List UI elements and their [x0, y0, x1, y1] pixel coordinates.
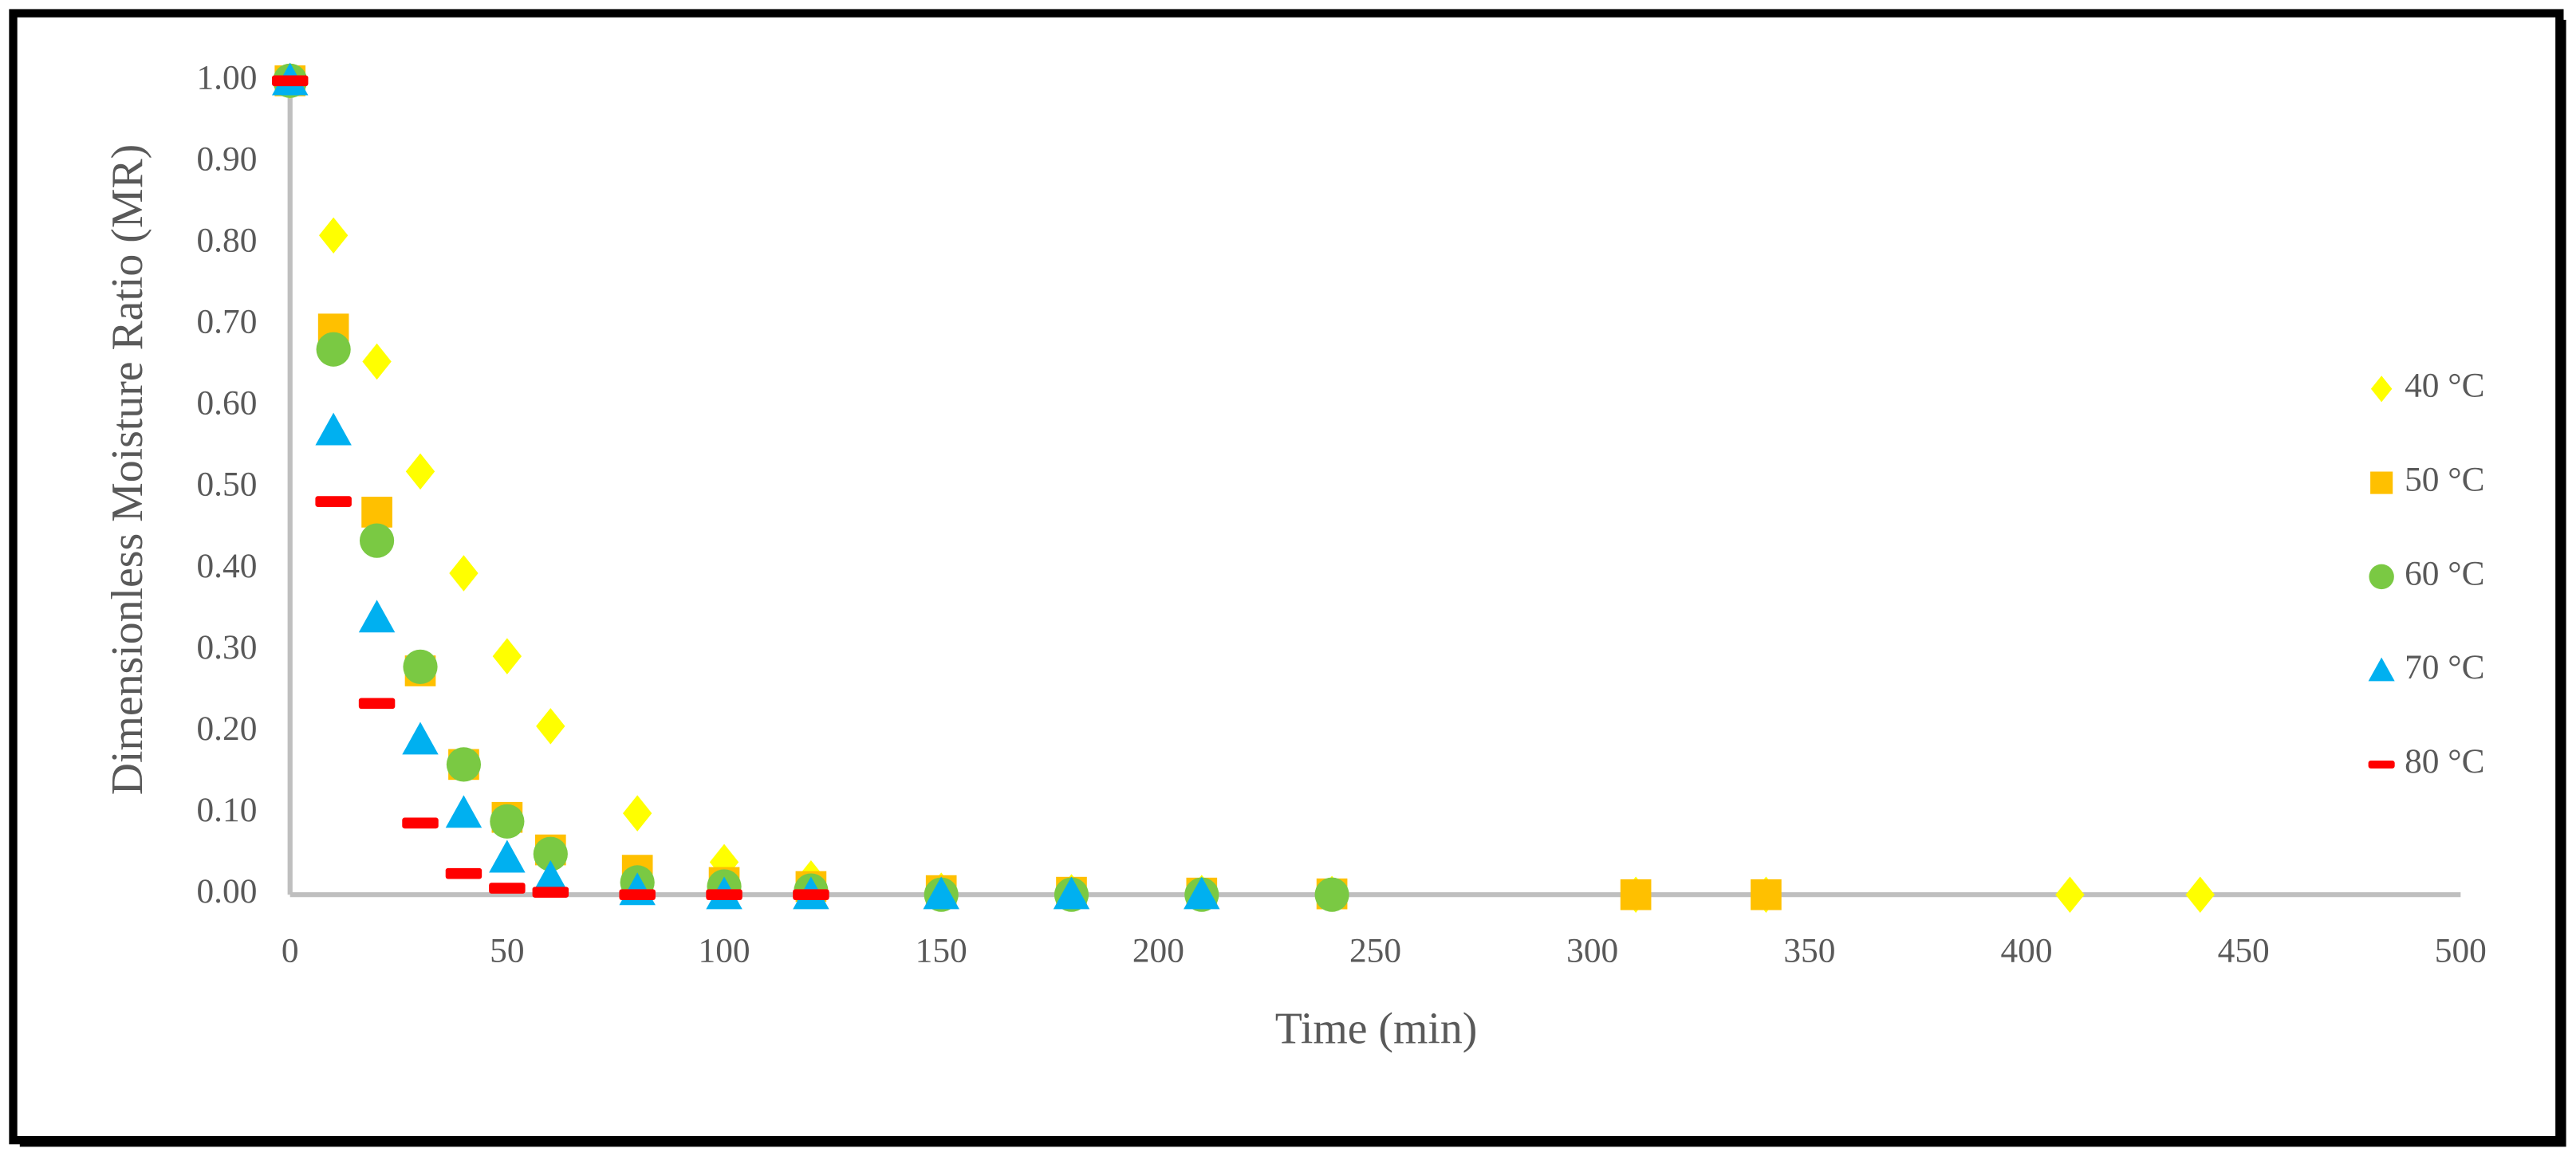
- point: [1314, 877, 1349, 912]
- legend-marker: [2370, 471, 2393, 494]
- y-tick-label: 0.10: [196, 791, 257, 829]
- point: [445, 795, 483, 828]
- point: [402, 722, 439, 755]
- y-tick-label: 0.60: [196, 384, 257, 423]
- legend-label: 50 °C: [2405, 461, 2485, 499]
- point: [490, 804, 525, 839]
- point: [492, 638, 522, 674]
- point: [1053, 876, 1090, 910]
- point: [2055, 876, 2085, 913]
- x-tick-label: 200: [1132, 932, 1184, 970]
- point: [489, 883, 526, 894]
- point: [361, 497, 392, 528]
- point: [1620, 879, 1652, 910]
- point: [315, 496, 352, 507]
- y-axis-label: Dimensionless Moisture Ratio (MR): [103, 144, 152, 796]
- point: [533, 836, 568, 871]
- point: [271, 75, 309, 87]
- point: [318, 217, 349, 254]
- point: [536, 708, 565, 745]
- x-tick-label: 300: [1566, 932, 1618, 970]
- point: [403, 649, 438, 684]
- point: [489, 840, 526, 873]
- legend-label: 40 °C: [2405, 367, 2485, 405]
- point: [1184, 876, 1220, 910]
- x-tick-label: 500: [2435, 932, 2487, 970]
- point: [706, 889, 742, 901]
- x-tick-label: 50: [490, 932, 524, 970]
- x-axis-label: Time (min): [1275, 1005, 1478, 1054]
- frame: [9, 9, 2564, 1145]
- point: [359, 523, 395, 558]
- point: [619, 889, 656, 901]
- y-tick-label: 0.80: [196, 221, 257, 259]
- point: [358, 600, 396, 633]
- x-tick-label: 150: [916, 932, 967, 970]
- y-tick-label: 0.20: [196, 710, 257, 748]
- x-tick-label: 0: [282, 932, 299, 970]
- point: [2185, 876, 2215, 913]
- point: [405, 453, 435, 490]
- point: [793, 889, 829, 901]
- x-tick-label: 400: [2000, 932, 2052, 970]
- point: [402, 817, 439, 829]
- x-tick-label: 450: [2218, 932, 2270, 970]
- legend-marker: [2370, 376, 2393, 403]
- point: [316, 332, 351, 367]
- x-tick-label: 350: [1783, 932, 1835, 970]
- y-tick-label: 0.00: [196, 872, 257, 910]
- point: [362, 343, 392, 380]
- x-tick-label: 250: [1349, 932, 1401, 970]
- point: [315, 412, 352, 446]
- point: [358, 698, 396, 710]
- legend-marker: [2368, 760, 2395, 769]
- point: [445, 867, 483, 879]
- point: [446, 747, 482, 782]
- legend-marker: [2369, 564, 2394, 590]
- y-tick-label: 0.90: [196, 140, 257, 178]
- legend-label: 70 °C: [2405, 648, 2485, 686]
- point: [532, 887, 569, 898]
- y-tick-label: 0.70: [196, 303, 257, 341]
- legend-label: 80 °C: [2405, 742, 2485, 781]
- point: [622, 795, 652, 832]
- legend-label: 60 °C: [2405, 554, 2485, 592]
- legend-marker: [2368, 657, 2395, 682]
- y-tick-label: 1.00: [196, 58, 257, 96]
- y-tick-label: 0.50: [196, 466, 257, 504]
- point: [923, 876, 959, 910]
- x-tick-label: 100: [699, 932, 750, 970]
- y-tick-label: 0.30: [196, 628, 257, 667]
- point: [532, 860, 569, 893]
- point: [449, 555, 479, 592]
- point: [1751, 879, 1782, 910]
- y-tick-label: 0.40: [196, 547, 257, 585]
